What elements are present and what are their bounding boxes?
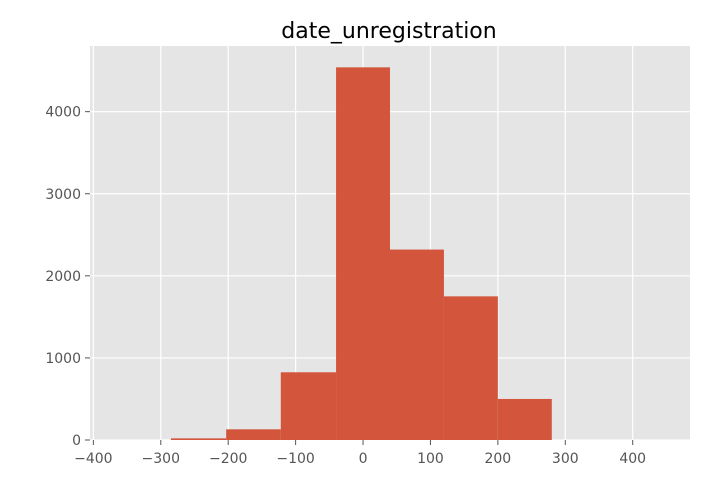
- x-tick-label: −200: [209, 451, 247, 467]
- x-tick-label: 300: [552, 451, 579, 467]
- y-tick-label: 2000: [45, 269, 81, 285]
- x-tick-label: 0: [359, 451, 368, 467]
- histogram-bar: [443, 296, 498, 440]
- histogram-bars: [170, 67, 552, 440]
- x-axis-ticks: −400 −300 −200 −100 0 100 200 300 400: [74, 440, 646, 467]
- x-tick-label: 200: [484, 451, 511, 467]
- chart-title: date_unregistration: [281, 19, 496, 44]
- histogram-bar: [280, 372, 337, 440]
- histogram-bar: [226, 429, 281, 440]
- histogram-bar: [170, 438, 227, 440]
- y-tick-label: 1000: [45, 351, 81, 367]
- histogram-bar: [497, 398, 552, 440]
- y-axis-ticks: 0 1000 2000 3000 4000: [45, 105, 90, 449]
- x-tick-label: 100: [417, 451, 444, 467]
- y-tick-label: 3000: [45, 187, 81, 203]
- y-tick-label: 4000: [45, 105, 81, 121]
- y-tick-label: 0: [72, 433, 81, 449]
- histogram-bar: [336, 67, 390, 440]
- x-tick-label: −300: [142, 451, 180, 467]
- histogram-bar: [390, 249, 444, 440]
- x-tick-label: −400: [74, 451, 112, 467]
- x-tick-label: −100: [276, 451, 314, 467]
- x-tick-label: 400: [619, 451, 646, 467]
